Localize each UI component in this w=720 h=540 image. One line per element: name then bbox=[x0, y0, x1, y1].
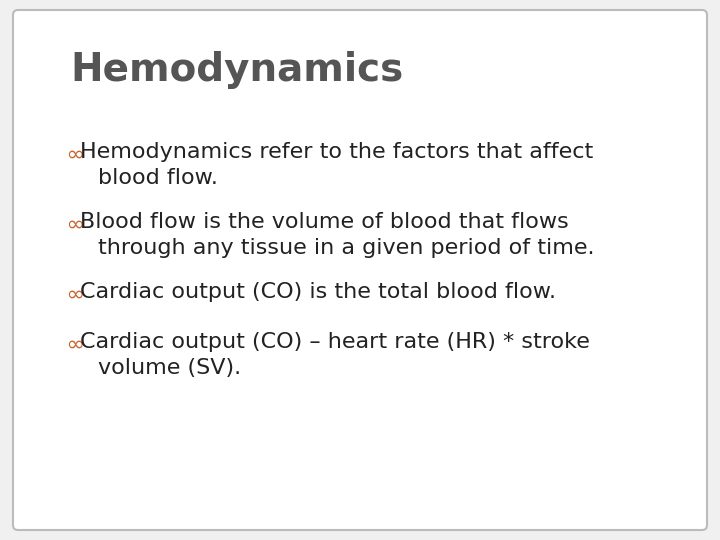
Text: ∞: ∞ bbox=[62, 332, 81, 352]
Text: volume (SV).: volume (SV). bbox=[98, 358, 241, 378]
Text: Cardiac output (CO) is the total blood flow.: Cardiac output (CO) is the total blood f… bbox=[80, 282, 556, 302]
Text: Blood flow is the volume of blood that flows: Blood flow is the volume of blood that f… bbox=[80, 212, 569, 232]
Text: Hemodynamics refer to the factors that affect: Hemodynamics refer to the factors that a… bbox=[80, 142, 593, 162]
Text: through any tissue in a given period of time.: through any tissue in a given period of … bbox=[98, 238, 595, 258]
Text: blood flow.: blood flow. bbox=[98, 168, 218, 188]
Text: ∞: ∞ bbox=[62, 212, 81, 232]
Text: ∞: ∞ bbox=[62, 282, 81, 302]
Text: Cardiac output (CO) – heart rate (HR) * stroke: Cardiac output (CO) – heart rate (HR) * … bbox=[80, 332, 590, 352]
Text: Hemodynamics: Hemodynamics bbox=[70, 51, 403, 89]
Text: ∞: ∞ bbox=[62, 142, 81, 162]
FancyBboxPatch shape bbox=[13, 10, 707, 530]
